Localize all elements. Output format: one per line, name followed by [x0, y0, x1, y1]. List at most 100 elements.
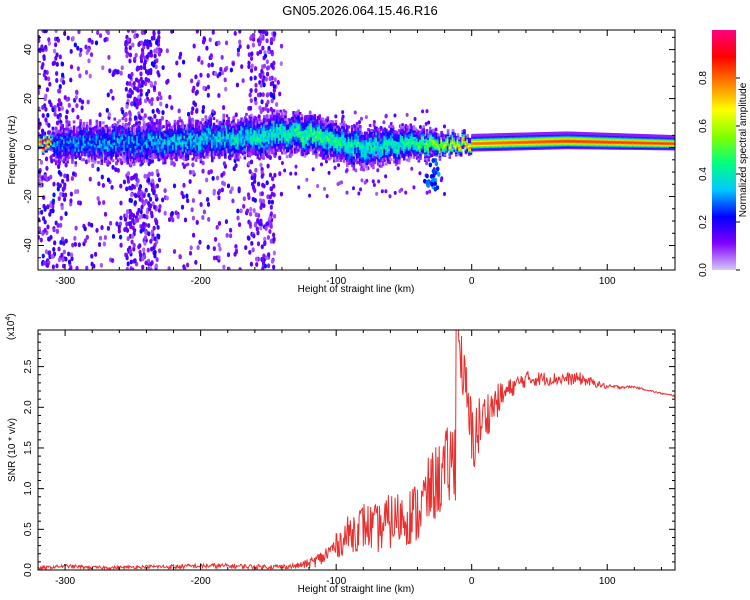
spectrogram-band-cell	[300, 128, 304, 132]
spectrogram-band-cell	[297, 126, 300, 130]
spectrogram-band-cell	[259, 139, 263, 143]
spectrogram-band-cell	[394, 145, 398, 149]
spectrogram-noise-cell	[129, 259, 133, 265]
spectrogram-band-cell	[318, 153, 321, 157]
spectrogram-band-cell	[279, 115, 282, 119]
spectrogram-noise-cell	[47, 123, 51, 128]
spectrogram-noise-cell	[259, 205, 263, 210]
spectrogram-band-cell	[121, 125, 125, 129]
spectrogram-band-cell	[69, 154, 73, 158]
spectrogram-noise-cell	[157, 91, 162, 97]
spectrogram-band-cell	[406, 132, 409, 136]
spectrogram-band-cell	[375, 140, 378, 144]
spectrogram-band-cell	[102, 132, 105, 136]
spectrogram-band-cell	[240, 148, 243, 152]
spectrogram-band-cell	[157, 127, 160, 131]
spectrogram-noise-cell	[107, 55, 111, 60]
spectrogram-band-cell	[106, 154, 110, 158]
spectrogram-band-cell	[79, 121, 82, 125]
spectrogram-band-cell	[411, 150, 414, 154]
spectrogram-band-cell	[378, 140, 382, 144]
spectrogram-band-cell	[67, 143, 71, 147]
spectrogram-band-cell	[56, 152, 60, 156]
spectrogram-band-cell	[79, 119, 82, 123]
spectrogram-noise-cell	[201, 160, 205, 166]
spectrogram-band-cell	[352, 153, 356, 157]
spectrogram-band-cell	[308, 134, 312, 138]
spectrogram-band-cell	[336, 133, 339, 137]
spectrogram-band-cell	[329, 119, 333, 123]
spectrogram-band-cell	[271, 128, 274, 132]
spectrogram-band-cell	[355, 155, 359, 159]
spectrogram-band-cell	[230, 146, 234, 150]
spectrogram-band-cell	[235, 132, 239, 136]
spectrogram-band-cell	[321, 137, 325, 141]
spectrogram-band-cell	[389, 147, 393, 151]
spectrogram-band-cell	[315, 119, 318, 123]
spectrogram-band-cell	[266, 130, 269, 134]
spectrogram-band-cell	[189, 146, 193, 150]
spectrogram-band-cell	[346, 127, 349, 131]
spectrogram-band-cell	[137, 125, 141, 129]
spectrogram-band-cell	[263, 140, 266, 144]
spectrogram-band-cell	[417, 138, 421, 142]
spectrogram-noise-cell	[61, 187, 65, 192]
spectrogram-band-cell	[319, 134, 323, 138]
spectrogram-noise-cell	[194, 259, 198, 265]
spectrogram-band-cell	[116, 134, 120, 138]
spectrogram-band-cell	[350, 141, 354, 145]
spectrogram-band-cell	[238, 138, 242, 142]
spectrogram-band-cell	[178, 116, 182, 120]
spectrogram-band-cell	[194, 158, 198, 162]
spectrogram-band-cell	[280, 126, 284, 130]
spectrogram-band-cell	[259, 130, 263, 134]
spectrogram-band-cell	[266, 132, 269, 136]
spectrogram-band-cell	[224, 127, 227, 131]
spectrogram-band-cell	[438, 145, 442, 149]
spectrogram-band-cell	[157, 135, 160, 139]
spectrogram-band-cell	[263, 134, 266, 138]
spectrogram-band-cell	[293, 114, 297, 118]
spectrogram-noise-cell	[97, 200, 101, 206]
spectrogram-band-cell	[412, 125, 416, 129]
spectrogram-band-cell	[173, 128, 177, 132]
spectrogram-band-cell	[212, 145, 216, 149]
spectrogram-band-cell	[264, 125, 268, 129]
spectrogram-band-cell	[333, 131, 336, 135]
spectrogram-band-cell	[77, 125, 81, 129]
spectrogram-band-cell	[435, 153, 439, 157]
spectrogram-band-cell	[277, 138, 281, 142]
spectrogram-band-cell	[228, 137, 232, 141]
spectrogram-band-cell	[228, 134, 232, 138]
spectrogram-band-cell	[409, 139, 413, 143]
spectrogram-band-cell	[453, 132, 456, 136]
spectrogram-band-cell	[391, 143, 395, 147]
spectrogram-band-cell	[79, 150, 82, 154]
spectrogram-band-cell	[186, 154, 190, 158]
spectrogram-band-cell	[313, 150, 317, 154]
spectrogram-band-cell	[137, 148, 141, 152]
spectrogram-band-cell	[256, 133, 260, 137]
spectrogram-band-cell	[269, 148, 273, 152]
spectrogram-band-cell	[191, 157, 195, 161]
spectrogram-band-cell	[54, 132, 58, 136]
spectrogram-band-cell	[134, 137, 138, 141]
spectrogram-band-cell	[367, 147, 370, 151]
spectrogram-band-cell	[383, 130, 387, 134]
spectrogram-band-cell	[269, 125, 273, 129]
spectrogram-noise-cell	[254, 100, 258, 106]
spectrogram-band-cell	[402, 135, 406, 139]
spectrogram-band-cell	[370, 164, 374, 168]
spectrogram-noise-cell	[263, 236, 267, 242]
spectrogram-band-cell	[98, 126, 102, 130]
spectrogram-band-cell	[193, 153, 196, 157]
spectrogram-band-cell	[271, 120, 274, 124]
spectrogram-band-cell	[108, 150, 112, 154]
spectrogram-band-cell	[261, 141, 265, 145]
spectrogram-noise-cell	[143, 98, 148, 104]
spectrogram-noise-cell	[153, 242, 157, 248]
spectrogram-noise-cell	[111, 233, 116, 239]
spectrogram-band-cell	[333, 123, 336, 127]
spectrogram-band-cell	[183, 149, 186, 153]
spectrogram-band-cell	[87, 125, 91, 129]
